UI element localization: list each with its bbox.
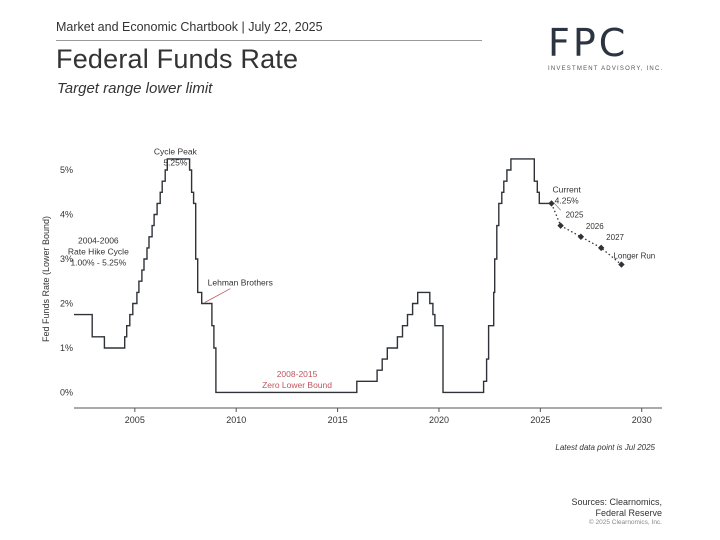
annotation-lehman-brothers-line-0: Lehman Brothers [208,278,273,288]
annotation-cycle-peak-line-1: 5.25% [163,157,188,167]
projection-point-2027 [597,244,605,252]
y-tick-label-2: 2% [60,298,73,308]
projection-label-2027: 2027 [606,233,624,242]
projection-label-2025: 2025 [566,211,584,220]
latest-data-note: Latest data point is Jul 2025 [555,443,655,452]
y-tick-label-0: 0% [60,387,73,397]
y-tick-label-5: 5% [60,165,73,175]
x-tick-label-2020: 2020 [429,415,449,425]
annotation-2004-2006-line-1: Rate Hike Cycle [68,246,129,256]
y-tick-label-4: 4% [60,210,73,220]
projection-point-current [548,200,555,207]
annotation-pointer-lehman-brothers [204,288,231,303]
chartbook-header: Market and Economic Chartbook | July 22,… [56,20,323,34]
fed-funds-rate-line [74,158,552,394]
logo-mark: FPC [548,21,629,65]
projection-label-2026: 2026 [586,222,604,231]
annotation-current-line-1: 4.25% [555,195,580,205]
x-tick-label-2025: 2025 [530,415,550,425]
page-subtitle: Target range lower limit [57,80,213,97]
y-tick-label-1: 1% [60,343,73,353]
x-tick-label-2005: 2005 [125,415,145,425]
x-tick-label-2030: 2030 [632,415,652,425]
annotation-2008-2015-line-0: 2008-2015 [277,369,318,379]
annotation-pointer-current [553,202,561,211]
projection-label-longer-run: Longer Run [613,252,655,261]
x-tick-label-2015: 2015 [328,415,348,425]
logo-tagline: INVESTMENT ADVISORY, INC. [548,66,664,72]
sources-line-1: Sources: Clearnomics, [571,497,662,507]
annotation-2008-2015-line-1: Zero Lower Bound [262,380,332,390]
y-tick-label-3: 3% [60,254,73,264]
copyright: © 2025 Clearnomics, Inc. [588,519,662,526]
sources-line-2: Federal Reserve [595,508,662,518]
projection-point-longer-run [618,261,625,268]
sources: Sources: Clearnomics, Federal Reserve [571,497,662,519]
projection-point-2026 [577,233,585,240]
y-axis-title: Fed Funds Rate (Lower Bound) [41,216,51,342]
annotation-2004-2006-line-2: 1.00% - 5.25% [70,257,126,267]
x-tick-label-2010: 2010 [226,415,246,425]
annotation-current-line-0: Current [553,184,582,194]
company-logo: FPC INVESTMENT ADVISORY, INC. [548,21,664,76]
annotation-2004-2006-line-0: 2004-2006 [78,235,119,245]
page-title: Federal Funds Rate [56,44,299,74]
annotation-cycle-peak-line-0: Cycle Peak [154,146,198,156]
projection-point-2025 [557,222,564,229]
header-divider [56,40,482,41]
